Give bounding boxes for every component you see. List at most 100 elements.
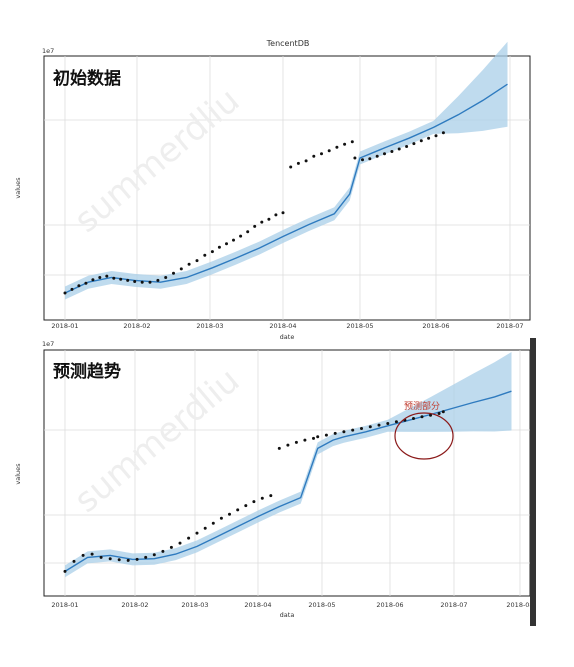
top-x-tick-label: 2018-06: [422, 322, 449, 330]
bottom-data-point: [195, 531, 199, 535]
top-x-tick-label: 2018-04: [269, 322, 296, 330]
bottom-x-tick-label: 2018-07: [440, 601, 467, 609]
bottom-data-point: [135, 557, 139, 561]
bottom-panel-label: 预测趋势: [53, 361, 121, 382]
bottom-data-point: [63, 569, 67, 573]
bottom-data-point: [312, 436, 315, 440]
bottom-data-point: [152, 553, 156, 557]
bottom-data-point: [187, 536, 191, 540]
bottom-data-point: [99, 555, 103, 559]
top-x-tick-label: 2018-05: [346, 322, 373, 330]
top-data-point: [312, 154, 316, 158]
top-data-point: [164, 276, 168, 279]
bottom-data-point: [169, 545, 173, 549]
bottom-data-point: [203, 526, 207, 530]
bottom-observed-points: [63, 410, 445, 573]
top-data-point: [156, 278, 160, 282]
right-edge-shadow: [530, 338, 536, 626]
bottom-chart: 1e7 summerdliu 预测趋势 预测部分 values data 201…: [14, 338, 536, 626]
bottom-grid: [44, 350, 530, 596]
top-chart-title: TencentDB: [266, 39, 310, 48]
forecast-highlight-ellipse: [394, 412, 454, 460]
top-data-point: [112, 276, 116, 280]
top-data-point: [203, 253, 207, 257]
bottom-data-point: [144, 555, 148, 559]
bottom-data-point: [277, 446, 281, 450]
bottom-x-tick-label: 2018-06: [376, 601, 403, 609]
top-data-point: [350, 140, 354, 144]
bottom-data-point: [178, 541, 182, 545]
top-data-point: [98, 276, 102, 279]
bottom-data-point: [161, 549, 165, 553]
bottom-data-point: [286, 443, 290, 447]
bottom-data-point: [72, 559, 76, 563]
top-x-tick-labels: 2018-01 2018-02 2018-03 2018-04 2018-05 2018-…: [51, 322, 523, 330]
top-data-point: [427, 136, 431, 140]
top-data-point: [390, 150, 394, 153]
bottom-data-point: [324, 433, 328, 437]
top-observed-points: [63, 131, 445, 295]
bottom-x-tick-label: 2018-05: [308, 601, 335, 609]
top-forecast-line: [64, 83, 508, 294]
top-data-point: [195, 259, 199, 263]
top-data-point: [375, 154, 379, 158]
top-chart: TencentDB 1e7 summerdliu 初始数据 values dat…: [14, 39, 531, 341]
top-data-point: [140, 280, 144, 284]
bottom-data-point: [303, 438, 307, 442]
top-data-point: [133, 280, 137, 283]
bottom-forecast-line: [64, 390, 512, 572]
bottom-xlabel: data: [280, 611, 295, 619]
top-data-point: [296, 161, 300, 165]
bottom-data-point: [394, 420, 398, 424]
top-data-point: [361, 158, 364, 162]
top-data-point: [383, 152, 386, 156]
top-data-point: [343, 142, 347, 146]
bottom-data-point: [260, 496, 264, 500]
top-data-point: [335, 145, 339, 149]
bottom-x-tick-label: 2018-01: [51, 601, 78, 609]
top-data-point: [148, 280, 152, 284]
bottom-data-point: [117, 558, 121, 562]
top-x-tick-label: 2018-01: [51, 322, 78, 330]
top-data-point: [105, 274, 109, 278]
top-data-point: [246, 230, 250, 234]
bottom-data-point: [219, 516, 223, 520]
top-data-point: [304, 159, 308, 163]
top-panel-label: 初始数据: [53, 68, 121, 89]
bottom-data-point: [441, 410, 445, 414]
top-data-point: [281, 211, 285, 215]
forecast-annotation: 预测部分: [404, 400, 440, 412]
bottom-data-point: [412, 417, 415, 420]
top-x-tick-label: 2018-02: [123, 322, 150, 330]
bottom-data-point: [342, 430, 346, 434]
bottom-data-point: [429, 413, 432, 417]
bottom-data-point: [252, 500, 256, 504]
bottom-data-point: [377, 423, 381, 427]
top-data-point: [397, 147, 401, 151]
top-data-point: [260, 220, 264, 224]
top-data-point: [434, 134, 438, 138]
bottom-x-tick-label: 2018-02: [121, 601, 148, 609]
top-data-point: [239, 234, 243, 238]
bottom-x-tick-label: 2018-04: [244, 601, 271, 609]
top-data-point: [210, 250, 214, 254]
bottom-data-point: [420, 415, 424, 419]
top-data-point: [327, 149, 331, 153]
bottom-x-tick-label: 2018-08: [506, 601, 533, 609]
top-x-tick-label: 2018-07: [496, 322, 523, 330]
bottom-x-tick-label: 2018-03: [181, 601, 208, 609]
top-data-point: [172, 271, 175, 275]
top-data-point: [179, 267, 183, 271]
top-data-point: [405, 145, 409, 148]
top-data-point: [289, 165, 293, 169]
bottom-data-point: [211, 521, 215, 525]
bottom-data-point: [228, 512, 231, 516]
bottom-data-point: [244, 504, 248, 508]
bottom-data-point: [126, 558, 130, 562]
bottom-data-point: [437, 412, 441, 415]
bottom-data-point: [81, 553, 85, 557]
top-data-point: [119, 277, 123, 281]
top-data-point: [253, 224, 257, 228]
top-data-point: [368, 157, 372, 161]
